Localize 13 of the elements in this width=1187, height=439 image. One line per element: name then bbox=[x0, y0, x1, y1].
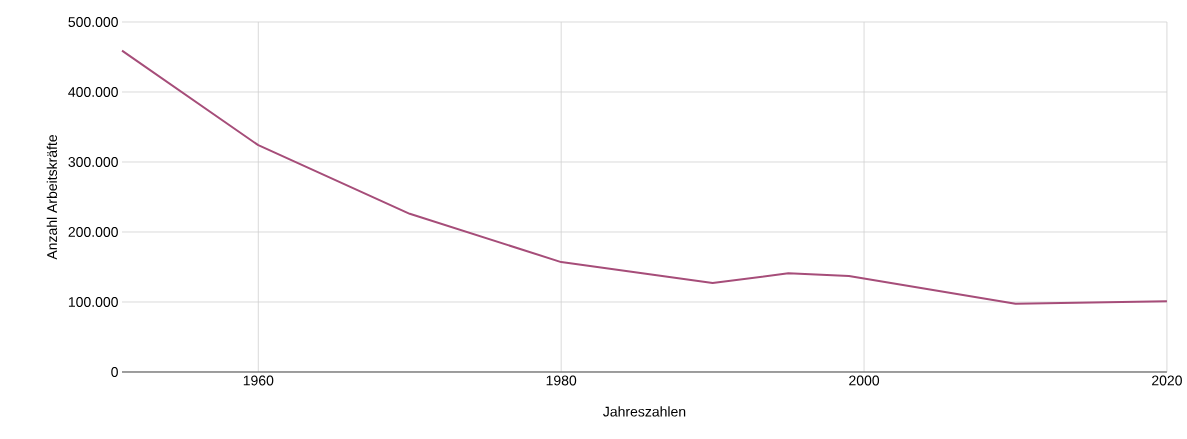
x-tick-label: 2000 bbox=[849, 375, 880, 386]
y-tick-label: 200.000 bbox=[68, 227, 118, 237]
y-tick-label: 300.000 bbox=[68, 157, 118, 167]
y-tick-label: 100.000 bbox=[68, 297, 118, 307]
x-tick-label: 2020 bbox=[1152, 375, 1182, 386]
x-axis-title: Jahreszahlen bbox=[603, 406, 686, 417]
line-series bbox=[121, 49, 1168, 305]
x-tick-label: 1960 bbox=[243, 375, 274, 386]
y-tick-label: 0 bbox=[111, 367, 118, 377]
y-tick-label: 400.000 bbox=[68, 87, 118, 97]
x-tick-label: 1980 bbox=[546, 375, 577, 386]
y-axis-title: Anzahl Arbeitskräfte bbox=[46, 134, 58, 260]
y-tick-label: 500.000 bbox=[68, 17, 118, 27]
